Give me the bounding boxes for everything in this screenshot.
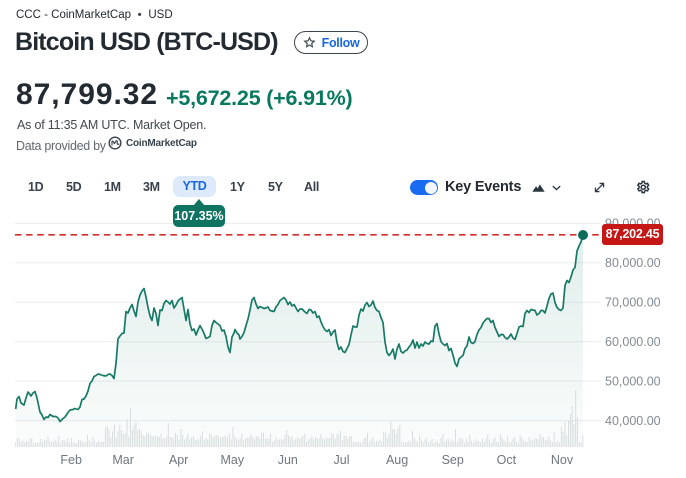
svg-text:Oct: Oct: [497, 453, 517, 467]
svg-text:Nov: Nov: [551, 453, 574, 467]
svg-text:Mar: Mar: [112, 453, 134, 467]
svg-text:Jul: Jul: [334, 453, 350, 467]
svg-text:60,000.00: 60,000.00: [605, 335, 661, 349]
svg-text:Sep: Sep: [442, 453, 464, 467]
svg-text:40,000.00: 40,000.00: [605, 414, 661, 428]
svg-text:May: May: [220, 453, 244, 467]
svg-text:80,000.00: 80,000.00: [605, 256, 661, 270]
svg-text:70,000.00: 70,000.00: [605, 296, 661, 310]
svg-text:Aug: Aug: [386, 453, 408, 467]
svg-text:Jun: Jun: [278, 453, 298, 467]
svg-text:Feb: Feb: [60, 453, 82, 467]
svg-text:50,000.00: 50,000.00: [605, 374, 661, 388]
svg-text:Apr: Apr: [169, 453, 188, 467]
